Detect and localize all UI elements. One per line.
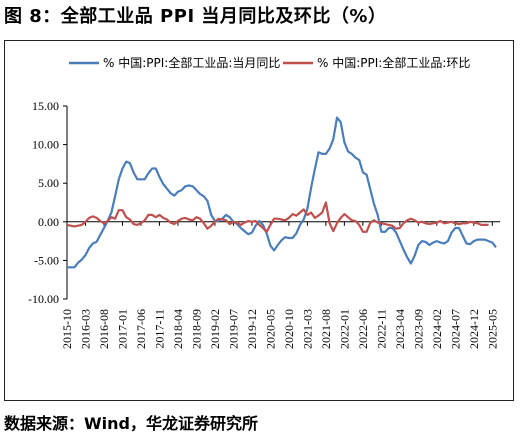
x-tick-label: 2015-10 — [60, 309, 74, 349]
x-tick-label: 2024-02 — [430, 309, 444, 349]
chart-legend: % 中国:PPI:全部工业品:当月同比 % 中国:PPI:全部工业品:环比 — [69, 55, 470, 70]
y-tick-label: -10.00 — [28, 292, 59, 306]
y-tick-label: 0.00 — [38, 215, 59, 229]
chart-frame — [4, 40, 514, 401]
source-note: 数据来源：Wind，华龙证券研究所 — [4, 414, 258, 433]
x-tick-label: 2024-07 — [448, 309, 462, 349]
figure-title: 图 8：全部工业品 PPI 当月同比及环比（%） — [4, 6, 387, 27]
x-tick-label: 2019-12 — [245, 309, 259, 349]
legend-label: % 中国:PPI:全部工业品:当月同比 — [103, 55, 280, 70]
x-tick-label: 2018-09 — [189, 309, 203, 349]
x-tick-label: 2017-11 — [152, 309, 166, 349]
x-tick-label: 2017-01 — [115, 309, 129, 349]
y-tick-label: 5.00 — [38, 176, 59, 190]
x-tick-label: 2022-11 — [374, 309, 388, 349]
x-tick-label: 2022-06 — [356, 309, 370, 349]
x-tick-label: 2023-04 — [393, 309, 407, 349]
legend-label: % 中国:PPI:全部工业品:环比 — [317, 55, 470, 70]
series-line-mom — [66, 201, 489, 233]
y-tick-label: 10.00 — [32, 138, 59, 152]
x-tick-label: 2023-09 — [411, 309, 425, 349]
x-tick-label: 2018-04 — [171, 309, 185, 349]
series-line-yoy — [67, 116, 497, 269]
x-tick-label: 2019-02 — [208, 309, 222, 349]
x-tick-label: 2017-06 — [134, 309, 148, 349]
x-tick-label: 2019-07 — [226, 309, 240, 349]
x-tick-label: 2024-12 — [467, 309, 481, 349]
x-tick-label: 2022-01 — [337, 309, 351, 349]
x-tick-label: 2020-05 — [263, 309, 277, 349]
x-tick-label: 2020-10 — [282, 309, 296, 349]
x-axis: 2015-10 2016-03 2016-08 2017-01 2017-06 2017-… — [60, 221, 500, 349]
y-tick-label: 15.00 — [32, 99, 59, 113]
x-tick-label: 2021-08 — [319, 309, 333, 349]
x-tick-label: 2025-05 — [485, 309, 499, 349]
x-tick-label: 2016-03 — [78, 309, 92, 349]
x-tick-label: 2021-03 — [300, 309, 314, 349]
x-tick-label: 2016-08 — [97, 309, 111, 349]
y-tick-label: -5.00 — [34, 253, 59, 267]
y-axis: 15.00 10.00 5.00 0.00 -5.00 -10.00 — [28, 99, 68, 306]
